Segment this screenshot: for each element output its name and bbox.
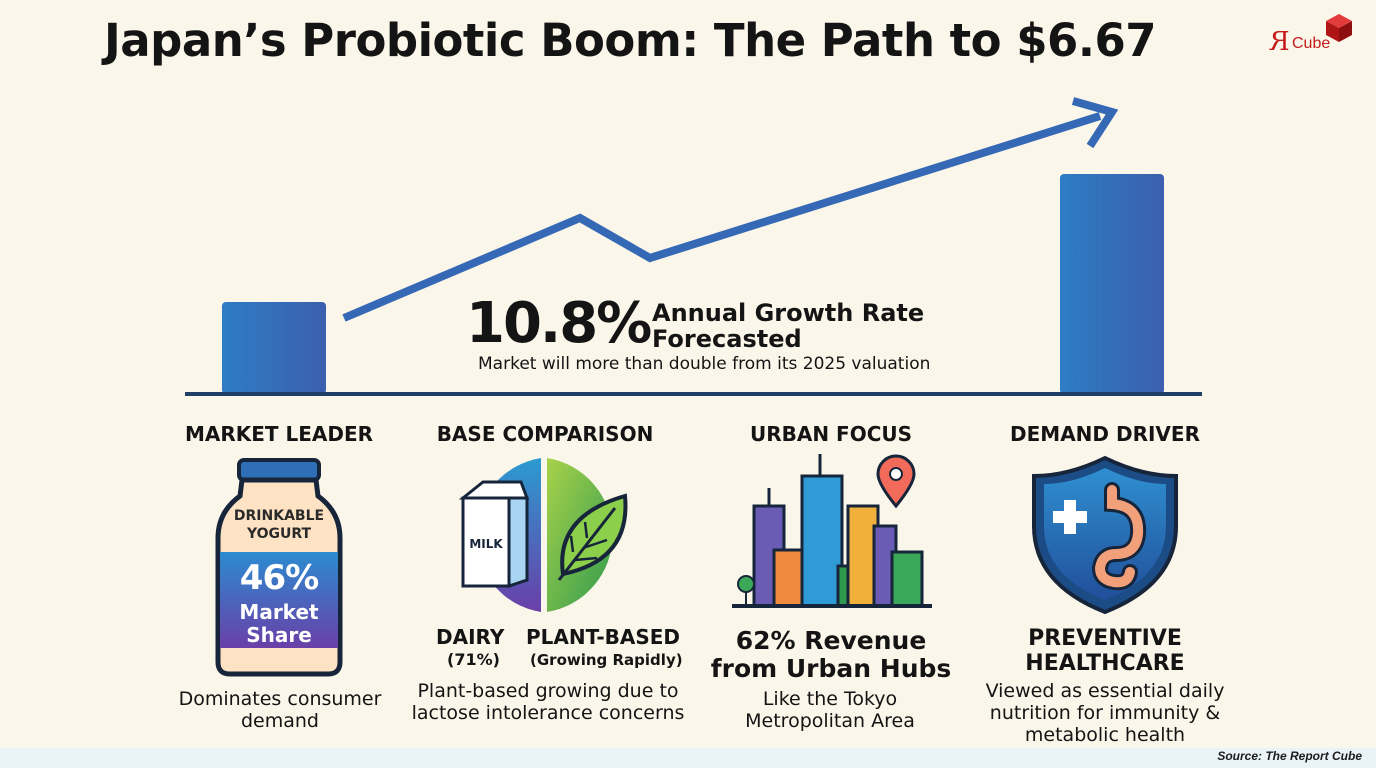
growth-subtitle: Market will more than double from its 20… — [478, 354, 931, 374]
source-credit: Source: The Report Cube — [1217, 749, 1362, 763]
yogurt-bottle: DRINKABLE YOGURT 46% Market Share — [212, 458, 346, 678]
footer-band — [0, 748, 1376, 768]
city-skyline-icon — [732, 454, 932, 608]
base-comparison-description: Plant-based growing due to lactose intol… — [411, 680, 685, 724]
bottle-label-line2: YOGURT — [246, 526, 312, 542]
market-share-label-line1: Market — [239, 600, 319, 624]
plant-based-note: (Growing Rapidly) — [530, 651, 683, 669]
brand-logo: R Cube — [1268, 14, 1358, 58]
heading-demand-driver: DEMAND DRIVER — [1010, 422, 1200, 446]
heading-urban-focus: URBAN FOCUS — [749, 422, 913, 446]
trend-arrowhead-icon — [1071, 97, 1119, 149]
leaf-icon — [557, 493, 628, 581]
stomach-icon — [1091, 482, 1147, 591]
milk-carton-label: MILK — [469, 537, 503, 551]
urban-focus-description: Like the Tokyo Metropolitan Area — [745, 688, 915, 732]
logo-wordmark: Cube — [1292, 35, 1331, 52]
bottle-label-line1: DRINKABLE — [233, 508, 325, 524]
growth-rate-value: 10.8% — [466, 291, 652, 356]
location-pin-icon — [876, 454, 916, 509]
end-bar — [1060, 174, 1164, 394]
dairy-share: (71%) — [447, 650, 500, 669]
demand-driver-description: Viewed as essential daily nutrition for … — [985, 680, 1225, 746]
dairy-vs-plant-icon: MILK — [458, 458, 628, 612]
growth-trend-line — [342, 112, 1102, 322]
urban-revenue-highlight: 62% Revenue from Urban Hubs — [710, 626, 952, 683]
plant-based-label: PLANT-BASED — [526, 625, 681, 649]
heading-base-comparison: BASE COMPARISON — [436, 422, 654, 446]
cube-icon — [1326, 14, 1352, 42]
yogurt-bottle-icon — [215, 458, 343, 677]
market-leader-description: Dominates consumer demand — [178, 688, 382, 732]
page-title: Japan’s Probiotic Boom: The Path to $6.6… — [104, 14, 1157, 67]
heading-market-leader: MARKET LEADER — [184, 422, 374, 446]
growth-rate-label: Annual Growth Rate Forecasted — [652, 299, 925, 353]
dairy-label: DAIRY — [436, 625, 505, 649]
milk-carton-icon: MILK — [458, 480, 530, 589]
market-share-value: 46% — [239, 558, 319, 598]
market-share-label-line2: Share — [246, 623, 312, 647]
start-bar — [222, 302, 326, 394]
preventive-healthcare-highlight: PREVENTIVE HEALTHCARE — [1025, 626, 1185, 676]
health-shield-icon — [1032, 455, 1178, 615]
